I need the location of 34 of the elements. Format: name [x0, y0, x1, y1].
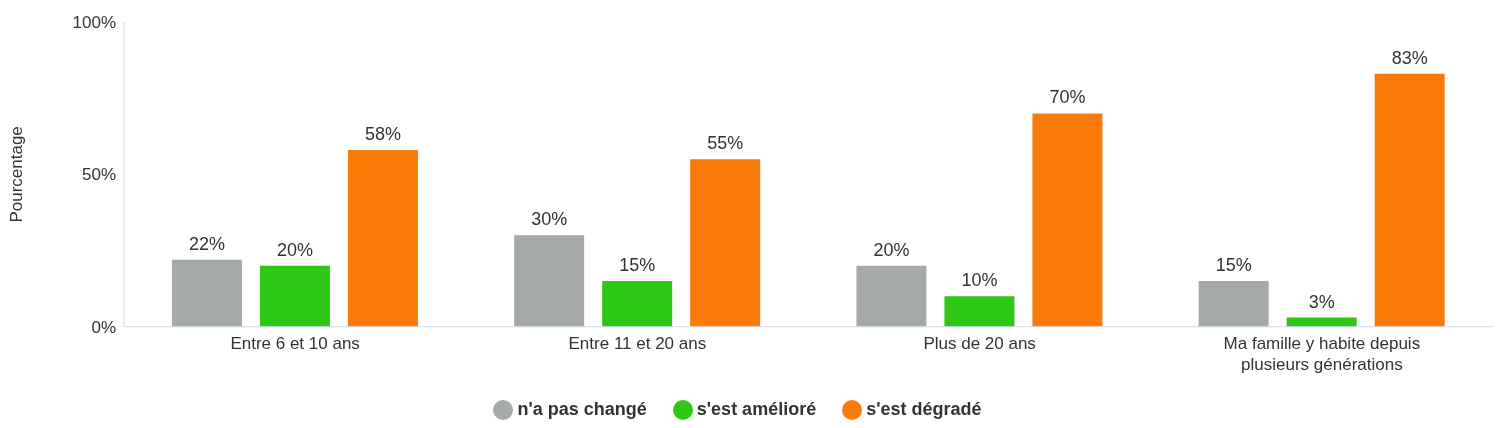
bar: [1198, 281, 1269, 327]
data-label: 22%: [188, 233, 225, 254]
x-tick-label: Entre 6 et 10 ans: [230, 333, 360, 353]
data-label: 3%: [1308, 291, 1335, 312]
data-label: 15%: [619, 255, 656, 276]
y-tick-label: 0%: [91, 317, 116, 337]
bar: [1374, 73, 1445, 327]
data-label: 30%: [531, 209, 568, 230]
bar: [602, 281, 673, 327]
data-label: 20%: [276, 239, 313, 260]
y-tick-label: 50%: [81, 165, 116, 185]
data-label: 70%: [1049, 87, 1086, 108]
bar: [856, 265, 927, 327]
legend-label: s'est amélioré: [696, 398, 817, 419]
x-tick-label: Entre 11 et 20 ans: [568, 333, 707, 353]
y-tick-label: 100%: [72, 13, 116, 33]
data-label: 55%: [707, 133, 744, 154]
data-label: 83%: [1391, 47, 1428, 68]
bar: [690, 159, 761, 327]
legend-label: n'a pas changé: [517, 398, 647, 419]
bar: [259, 265, 330, 327]
data-label: 20%: [873, 239, 910, 260]
x-tick-label: Ma famille y habite depuis plusieurs générations: [1223, 333, 1421, 374]
bar: [514, 235, 585, 327]
x-tick-label: Plus de 20 ans: [923, 333, 1036, 353]
legend-label: s'est dégradé: [866, 398, 982, 419]
bar: [1032, 113, 1103, 327]
bar: [944, 296, 1015, 327]
y-axis-title: Pourcentage: [7, 126, 27, 223]
data-label: 58%: [364, 123, 401, 144]
data-label: 15%: [1215, 255, 1252, 276]
data-label: 10%: [961, 270, 998, 291]
bar: [171, 259, 242, 327]
bar: [347, 150, 418, 327]
